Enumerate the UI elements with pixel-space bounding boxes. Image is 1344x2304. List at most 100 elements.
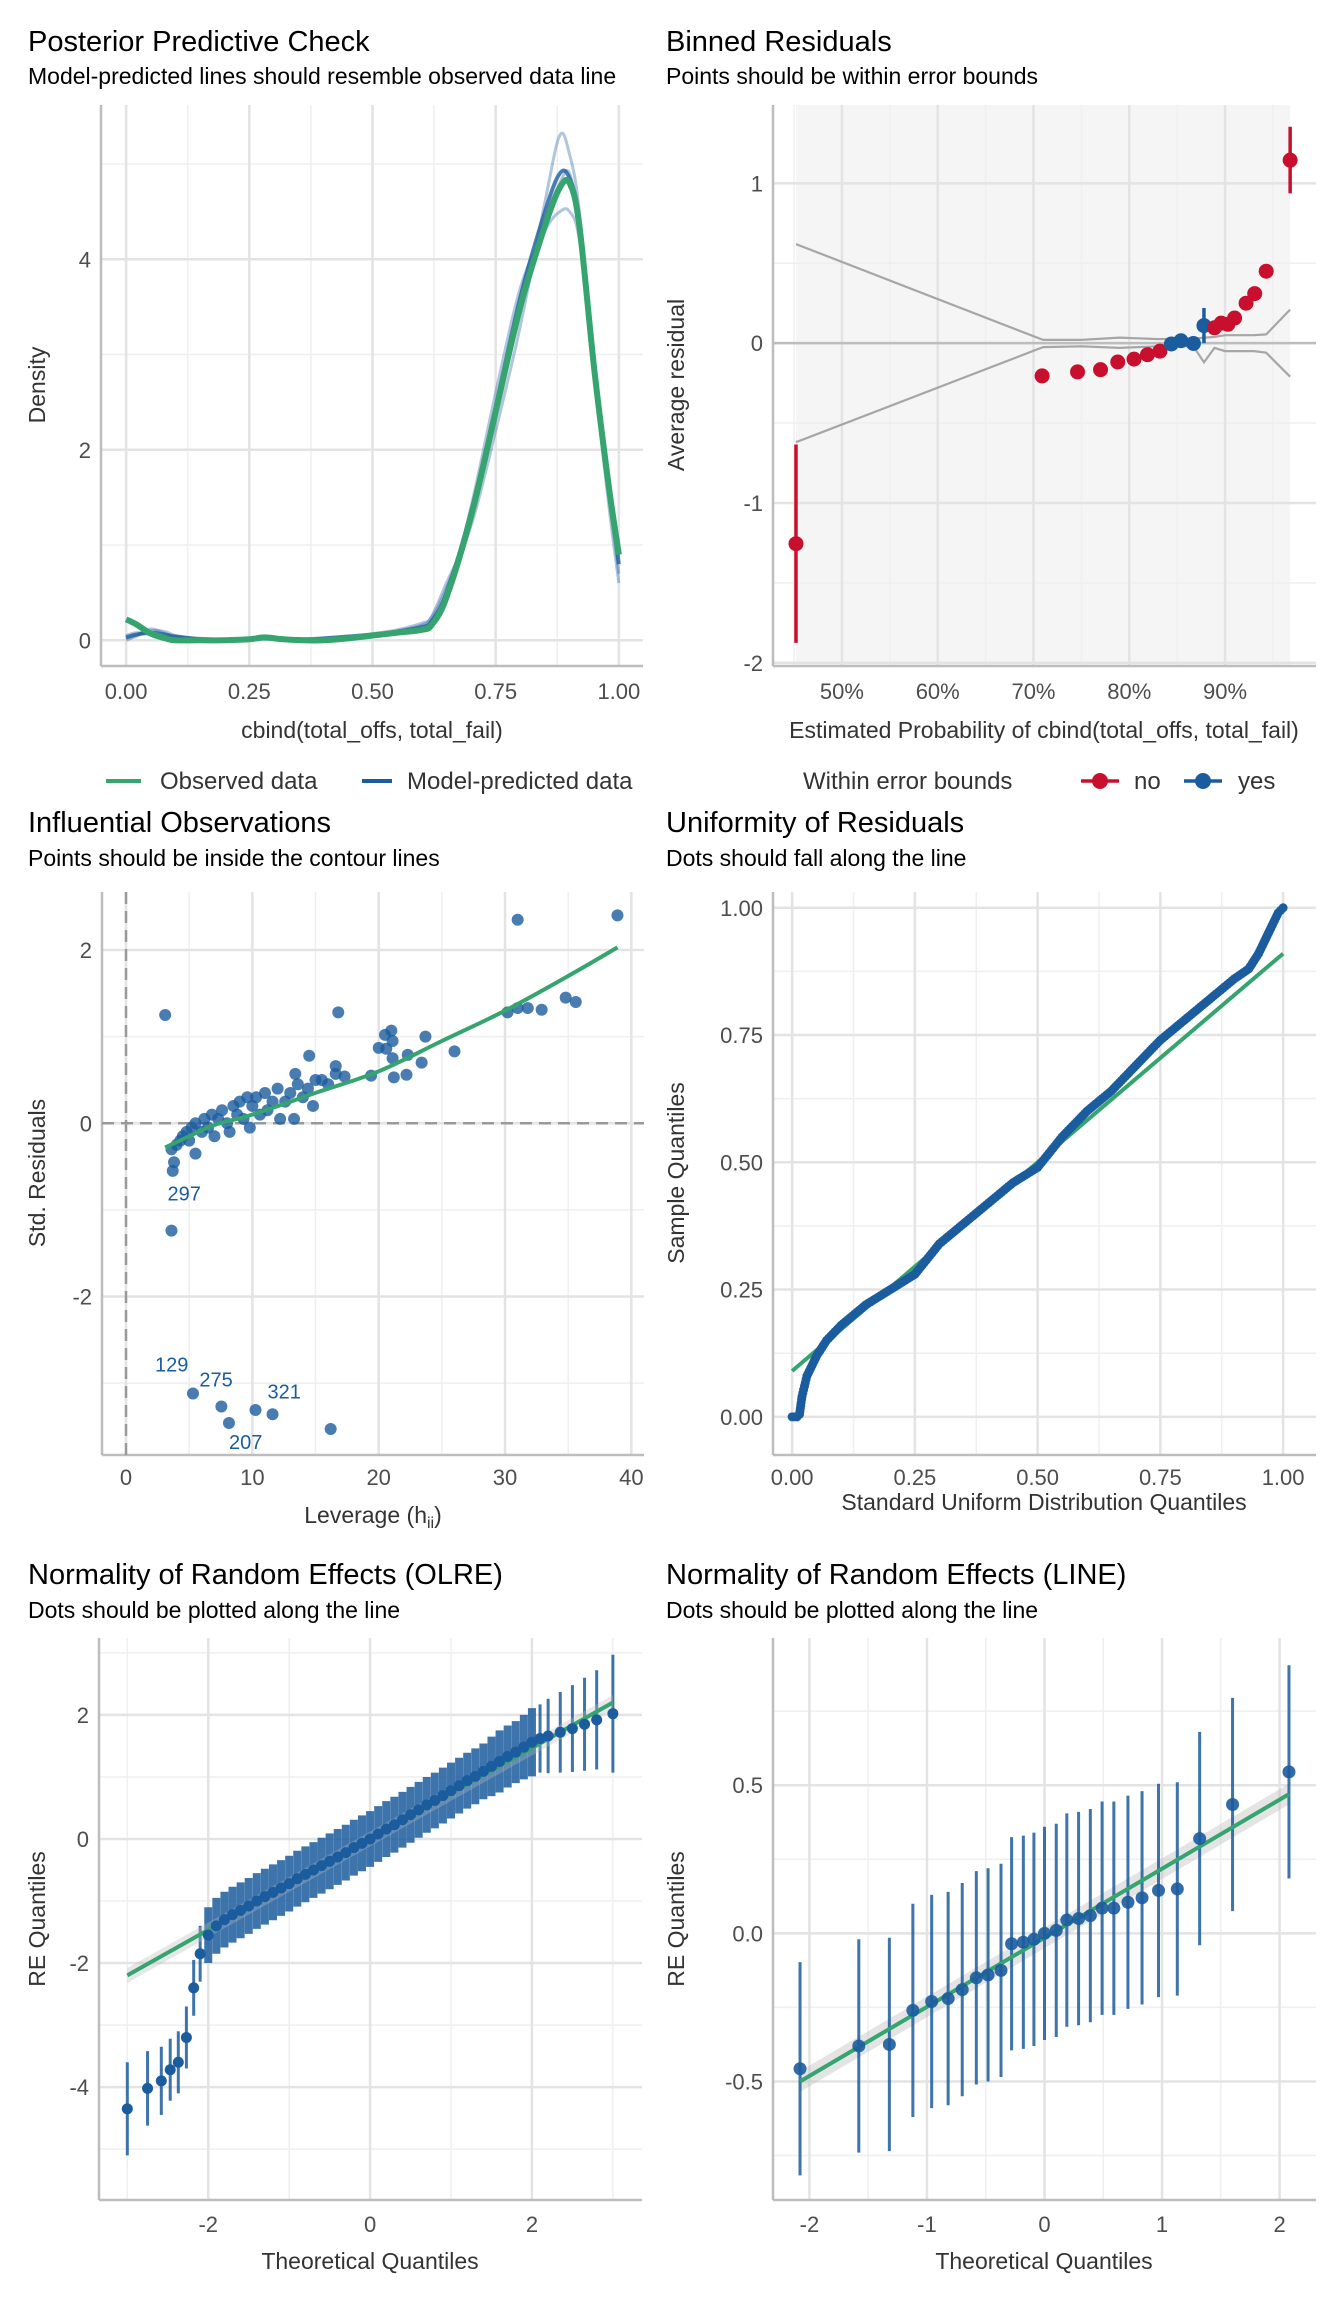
line-point	[1282, 1765, 1296, 1779]
olre-point	[348, 1842, 360, 1854]
influence-y-tick-label: 0	[80, 1111, 92, 1136]
observed-data-line	[124, 177, 622, 644]
influence-point	[448, 1045, 461, 1058]
uniformity-y-tick-label: 0.25	[720, 1278, 763, 1303]
influence-point	[291, 1078, 304, 1091]
olre-y-tick-label: 2	[77, 1703, 89, 1728]
olre-point	[235, 1904, 247, 1916]
ppc-title: Posterior Predictive Check	[28, 26, 370, 58]
influence-point	[165, 1224, 178, 1237]
influence-point	[216, 1104, 229, 1117]
lower-error-bound	[795, 345, 1291, 444]
influence-point	[215, 1400, 228, 1413]
olre-y-tick-label: -4	[69, 2075, 89, 2100]
olre-point	[554, 1726, 566, 1738]
uniformity-y-tick-label: 0.75	[720, 1023, 763, 1048]
influence-point	[241, 1091, 254, 1104]
influence-xlabel: Leverage (hii)	[304, 1502, 442, 1532]
binned-xlabel: Estimated Probability of cbind(total_off…	[789, 717, 1299, 743]
olre-point	[299, 1868, 311, 1880]
uniformity-point	[1278, 903, 1288, 913]
olre-point	[259, 1891, 271, 1903]
binned-point-no	[1126, 351, 1142, 367]
influence-point	[559, 991, 572, 1004]
olre-point	[388, 1819, 400, 1831]
line-point	[1038, 1926, 1051, 1940]
binned-grid	[773, 105, 1316, 666]
olre-point	[364, 1833, 376, 1845]
binned-x-tick-label: 60%	[916, 679, 960, 704]
influence-point	[419, 1030, 432, 1043]
influence-point	[243, 1121, 256, 1134]
influence-point	[271, 1082, 284, 1095]
ppc-subtitle: Model-predicted lines should resemble ob…	[28, 63, 616, 89]
influence-point	[332, 1006, 345, 1019]
uniformity-y-tick-label: 1.00	[720, 896, 763, 921]
influence-point	[611, 909, 624, 922]
olre-point	[194, 1948, 206, 1960]
binned-point-no	[1110, 354, 1126, 370]
binned-point-no	[1093, 362, 1109, 378]
line-x-tick-label: -2	[800, 2212, 820, 2237]
ppc-y-tick-label: 4	[79, 247, 91, 272]
influence-point	[208, 1130, 221, 1143]
olre-point	[180, 2031, 192, 2043]
binned-x-tick-label: 80%	[1107, 679, 1151, 704]
line-x-tick-label: 2	[1273, 2212, 1285, 2237]
binned-point-no	[1070, 364, 1086, 380]
line-point	[981, 1968, 995, 1982]
line-point	[1121, 1895, 1135, 1909]
influence-point	[569, 996, 582, 1009]
influence-point	[306, 1099, 319, 1112]
olre-point	[188, 1982, 200, 1994]
binned-point-no	[1247, 286, 1263, 302]
binned-point-no	[1258, 263, 1274, 279]
uniformity-x-tick-label: 0.25	[893, 1465, 936, 1490]
binned-y-tick-label: 0	[751, 331, 763, 356]
ppc-y-tick-label: 2	[79, 438, 91, 463]
binned-y-tick-label: -1	[743, 491, 763, 516]
ppc-x-tick-label: 0.50	[351, 679, 394, 704]
line-point	[906, 2003, 920, 2017]
binned-y-tick-label: -2	[743, 651, 763, 676]
influence-point	[186, 1387, 199, 1400]
olre-ylabel: RE Quantiles	[24, 1851, 50, 1987]
influence-point	[324, 1423, 337, 1436]
influence-point	[301, 1082, 314, 1095]
legend-dot-no	[1092, 773, 1108, 789]
legend-title: Within error bounds	[803, 768, 1012, 795]
olre-point	[502, 1750, 514, 1762]
influence-point	[303, 1049, 316, 1062]
line-point	[955, 1983, 969, 1997]
influence-title: Influential Observations	[28, 807, 331, 839]
binned-x-tick-label: 70%	[1011, 679, 1055, 704]
ppc-x-tick-label: 0.75	[474, 679, 517, 704]
uniformity-y-tick-label: 0.50	[720, 1150, 763, 1175]
line-point	[1152, 1883, 1166, 1897]
line-x-tick-label: 1	[1156, 2212, 1168, 2237]
influence-point	[521, 1002, 534, 1015]
olre-point	[251, 1895, 263, 1907]
line-point	[852, 2039, 866, 2053]
olre-point	[429, 1795, 441, 1807]
line-point	[1072, 1912, 1086, 1926]
line-ylabel: RE Quantiles	[663, 1851, 689, 1987]
olre-point	[591, 1714, 603, 1726]
influence-point	[222, 1416, 235, 1429]
uniformity-x-tick-label: 0.00	[771, 1465, 814, 1490]
line-point	[1135, 1891, 1149, 1905]
line-point	[925, 1995, 939, 2009]
olre-point	[437, 1790, 449, 1802]
influence-x-tick-label: 0	[120, 1465, 132, 1490]
binned-x-tick-label: 90%	[1203, 679, 1247, 704]
olre-point	[291, 1873, 303, 1885]
olre-point	[453, 1780, 465, 1792]
olre-point	[542, 1730, 554, 1742]
olre-point	[155, 2075, 167, 2087]
olre-y-tick-label: -2	[69, 1951, 89, 1976]
influence-grid	[102, 892, 644, 1455]
ppc-y-tick-label: 0	[79, 628, 91, 653]
olre-point	[283, 1878, 295, 1890]
influence-point-label: 275	[199, 1369, 232, 1391]
